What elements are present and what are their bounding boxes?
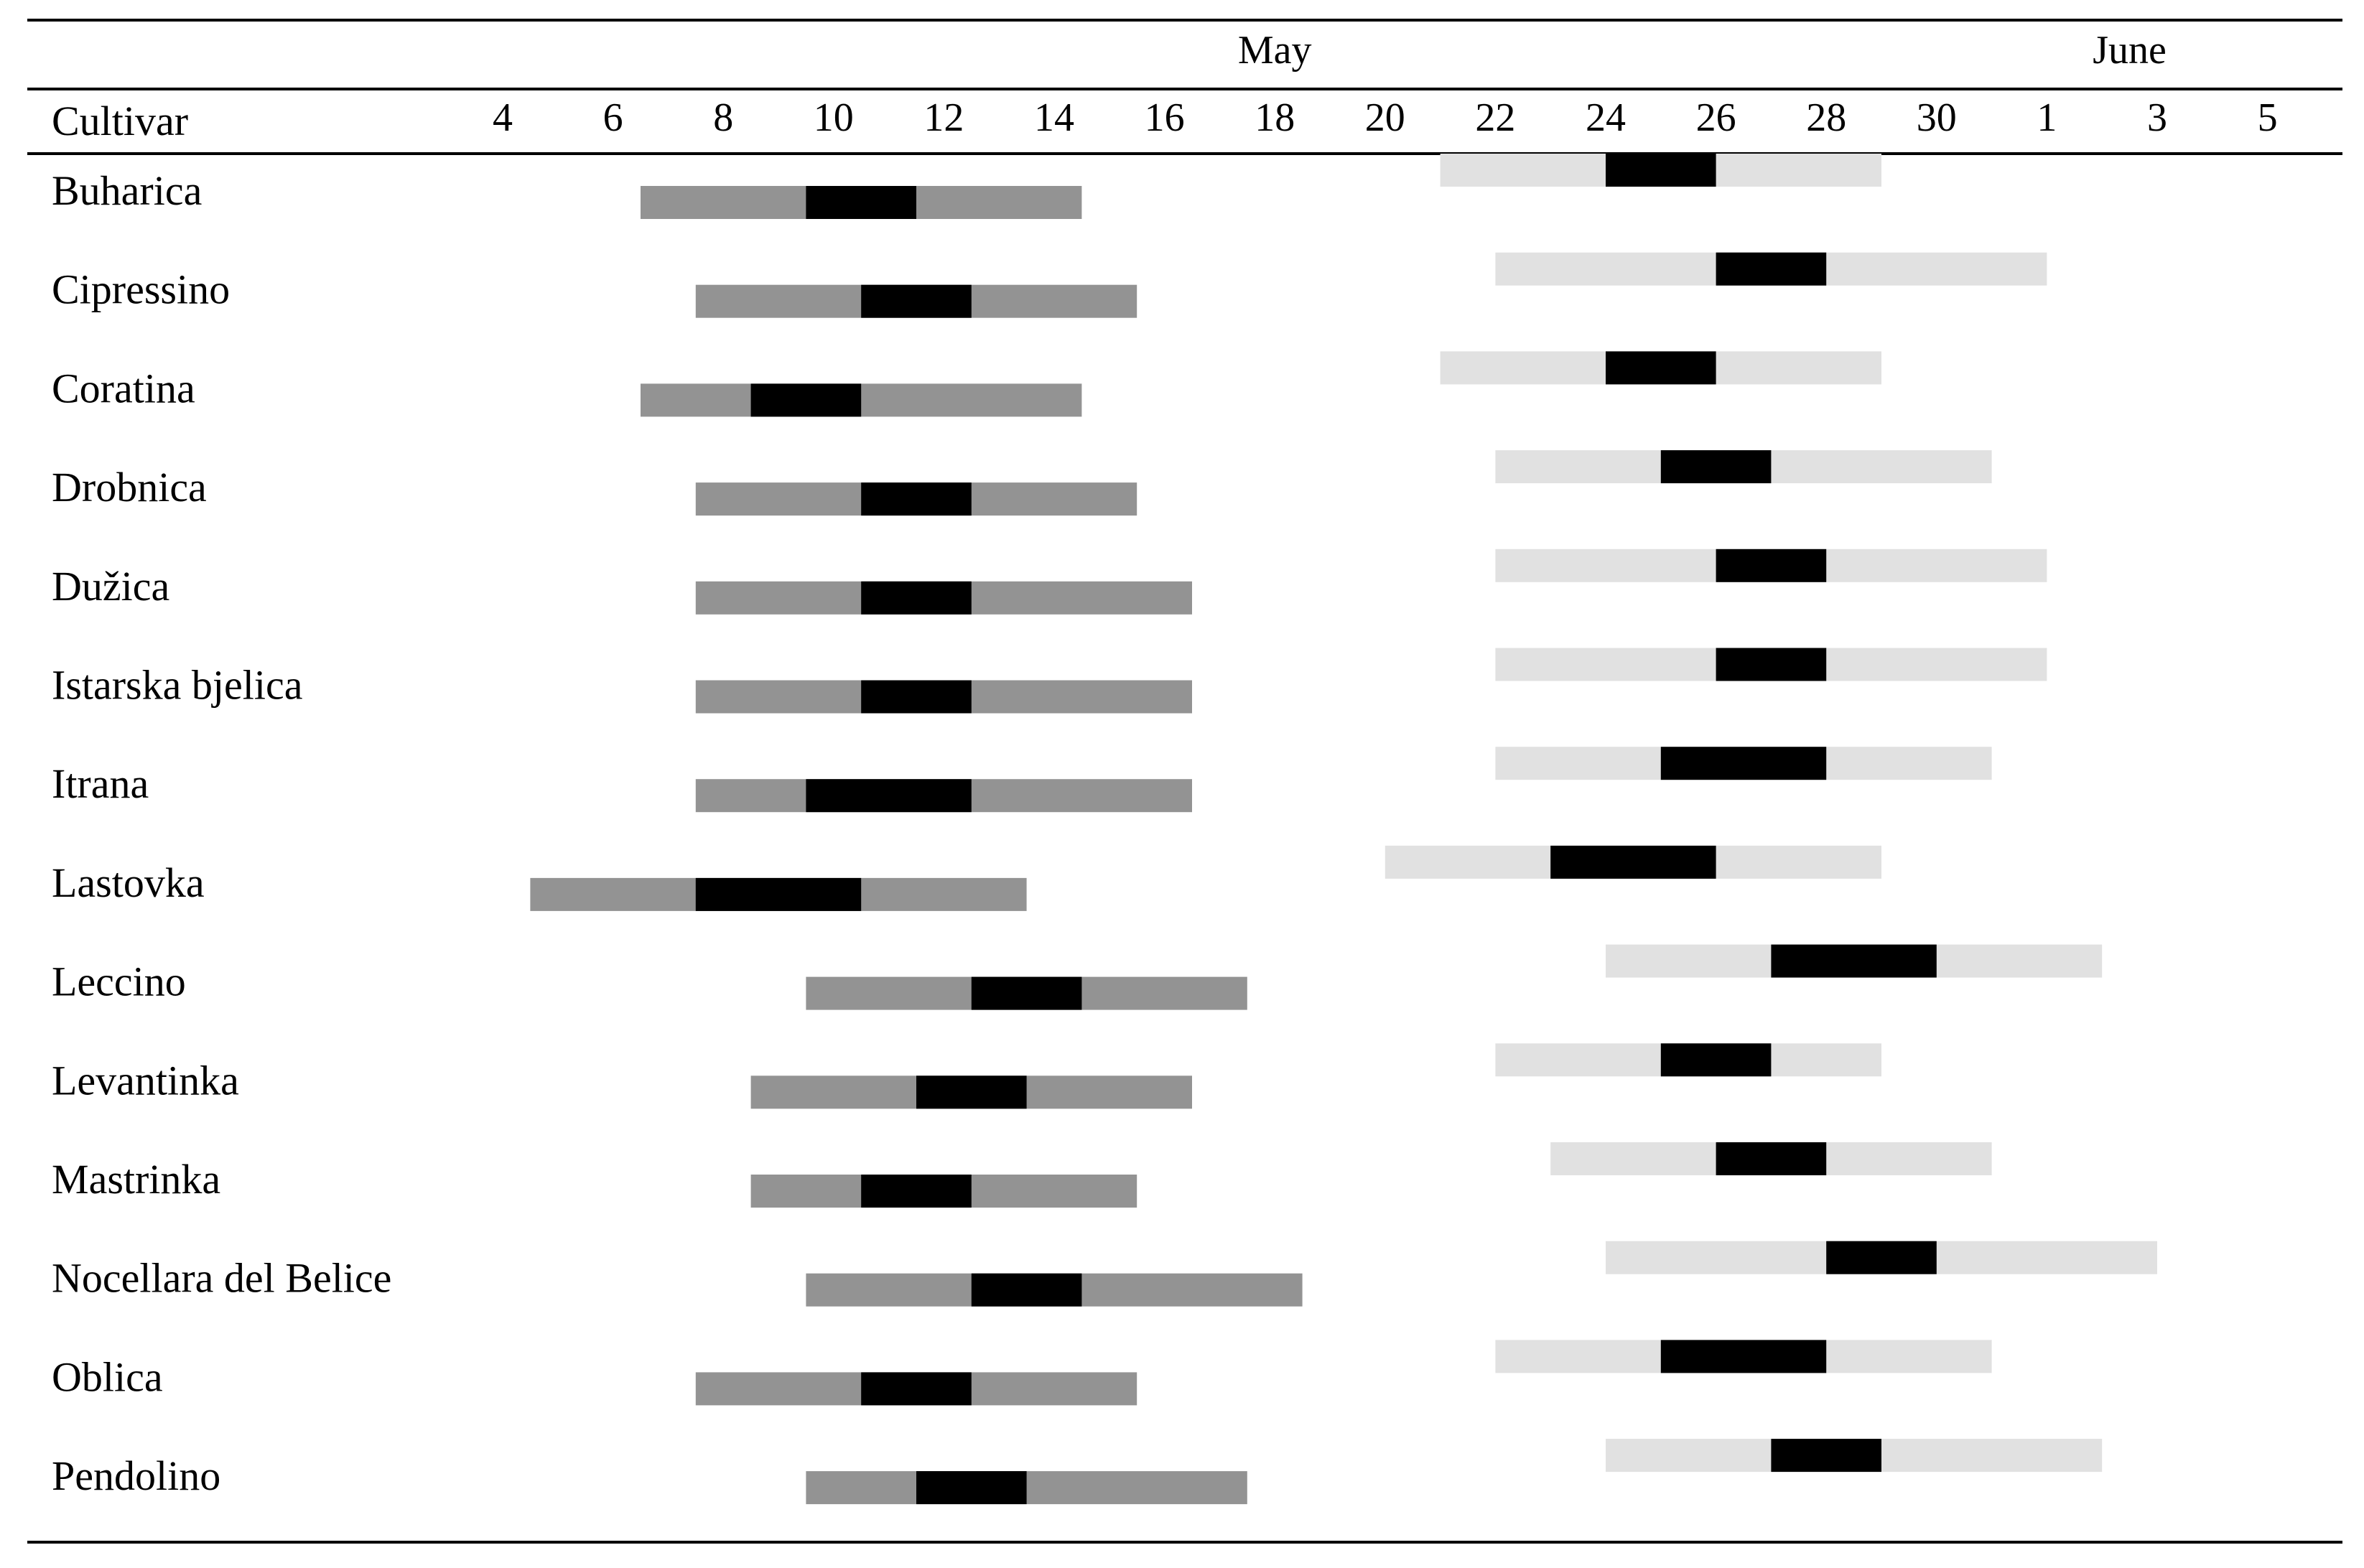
phase1-peak-bar bbox=[861, 581, 972, 615]
phase2-peak-bar bbox=[1716, 549, 1827, 582]
cultivar-label: Lastovka bbox=[52, 859, 205, 906]
x-tick-label: 18 bbox=[1255, 95, 1295, 140]
phase1-peak-bar bbox=[695, 877, 862, 911]
phase2-peak-bar bbox=[1716, 1142, 1827, 1175]
x-tick-label: 24 bbox=[1586, 95, 1626, 140]
x-tick-label: 30 bbox=[1917, 95, 1957, 140]
phase2-peak-bar bbox=[1606, 154, 1716, 187]
cultivar-labels: Buharica Cipressino Coratina Drobnica Dužica… bbox=[52, 167, 391, 1499]
phase1-peak-bar bbox=[750, 383, 862, 417]
cultivar-label: Coratina bbox=[52, 365, 195, 411]
phase1-range-bar bbox=[806, 1471, 1247, 1505]
header-cultivar: Cultivar bbox=[52, 98, 188, 144]
phase2-peak-bar bbox=[1660, 1340, 1827, 1373]
x-tick-label: 3 bbox=[2147, 95, 2167, 140]
x-tick-label: 16 bbox=[1145, 95, 1185, 140]
x-tick-label: 5 bbox=[2258, 95, 2278, 140]
phase2-peak-bar bbox=[1771, 1439, 1881, 1473]
phase1-peak-bar bbox=[971, 976, 1082, 1010]
cultivar-label: Itrana bbox=[52, 760, 149, 807]
cultivar-label: Leccino bbox=[52, 958, 186, 1005]
phase1-peak-bar bbox=[806, 186, 916, 219]
x-tick-label: 22 bbox=[1475, 95, 1515, 140]
phase2-peak-bar bbox=[1660, 450, 1772, 484]
month-label-may: May bbox=[1238, 28, 1312, 73]
phase2-peak-bar bbox=[1716, 252, 1827, 286]
x-tick-label: 1 bbox=[2037, 95, 2057, 140]
x-tick-label: 8 bbox=[713, 95, 733, 140]
x-tick-label: 4 bbox=[493, 95, 513, 140]
phase1-peak-bar bbox=[861, 1175, 972, 1208]
x-tick-label: 6 bbox=[603, 95, 623, 140]
phase1-peak-bar bbox=[916, 1471, 1027, 1505]
x-tick-label: 20 bbox=[1365, 95, 1405, 140]
cultivar-label: Drobnica bbox=[52, 464, 207, 510]
phase2-peak-bar bbox=[1550, 845, 1716, 879]
phase-bars bbox=[530, 154, 2157, 1505]
x-tick-label: 28 bbox=[1806, 95, 1846, 140]
cultivar-label: Levantinka bbox=[52, 1057, 239, 1103]
phase2-peak-bar bbox=[1606, 351, 1716, 385]
phase2-peak-bar bbox=[1660, 747, 1827, 780]
phase2-peak-bar bbox=[1771, 944, 1937, 978]
x-tick-label: 26 bbox=[1696, 95, 1736, 140]
month-labels: May June bbox=[1238, 28, 2167, 73]
phase1-peak-bar bbox=[806, 779, 972, 813]
cultivar-label: Oblica bbox=[52, 1353, 163, 1400]
cultivar-label: Cipressino bbox=[52, 266, 230, 313]
cultivar-label: Buharica bbox=[52, 167, 202, 214]
phase2-peak-bar bbox=[1826, 1241, 1937, 1274]
phase1-peak-bar bbox=[861, 1372, 972, 1406]
x-axis-tick-labels: 4 6 8 10 12 14 16 18 20 22 24 26 28 30 1 3 5 bbox=[493, 95, 2278, 140]
phase1-peak-bar bbox=[861, 680, 972, 714]
phase2-peak-bar bbox=[1716, 648, 1827, 681]
month-label-june: June bbox=[2093, 28, 2167, 73]
phase1-peak-bar bbox=[916, 1075, 1027, 1109]
phase1-peak-bar bbox=[861, 284, 972, 318]
x-tick-label: 14 bbox=[1034, 95, 1074, 140]
cultivar-label: Dužica bbox=[52, 563, 169, 610]
cultivar-label: Nocellara del Belice bbox=[52, 1255, 391, 1302]
phase1-peak-bar bbox=[861, 482, 972, 516]
x-tick-label: 12 bbox=[923, 95, 964, 140]
cultivar-label: Istarska bjelica bbox=[52, 662, 302, 709]
cultivar-label: Mastrinka bbox=[52, 1156, 220, 1203]
x-tick-label: 10 bbox=[814, 95, 854, 140]
cultivar-label: Pendolino bbox=[52, 1452, 220, 1499]
phase1-peak-bar bbox=[971, 1273, 1082, 1307]
phase2-peak-bar bbox=[1660, 1043, 1772, 1077]
